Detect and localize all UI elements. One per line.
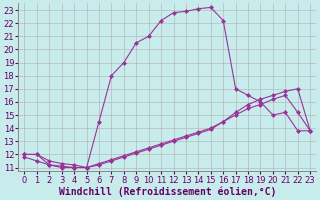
X-axis label: Windchill (Refroidissement éolien,°C): Windchill (Refroidissement éolien,°C) xyxy=(59,186,276,197)
